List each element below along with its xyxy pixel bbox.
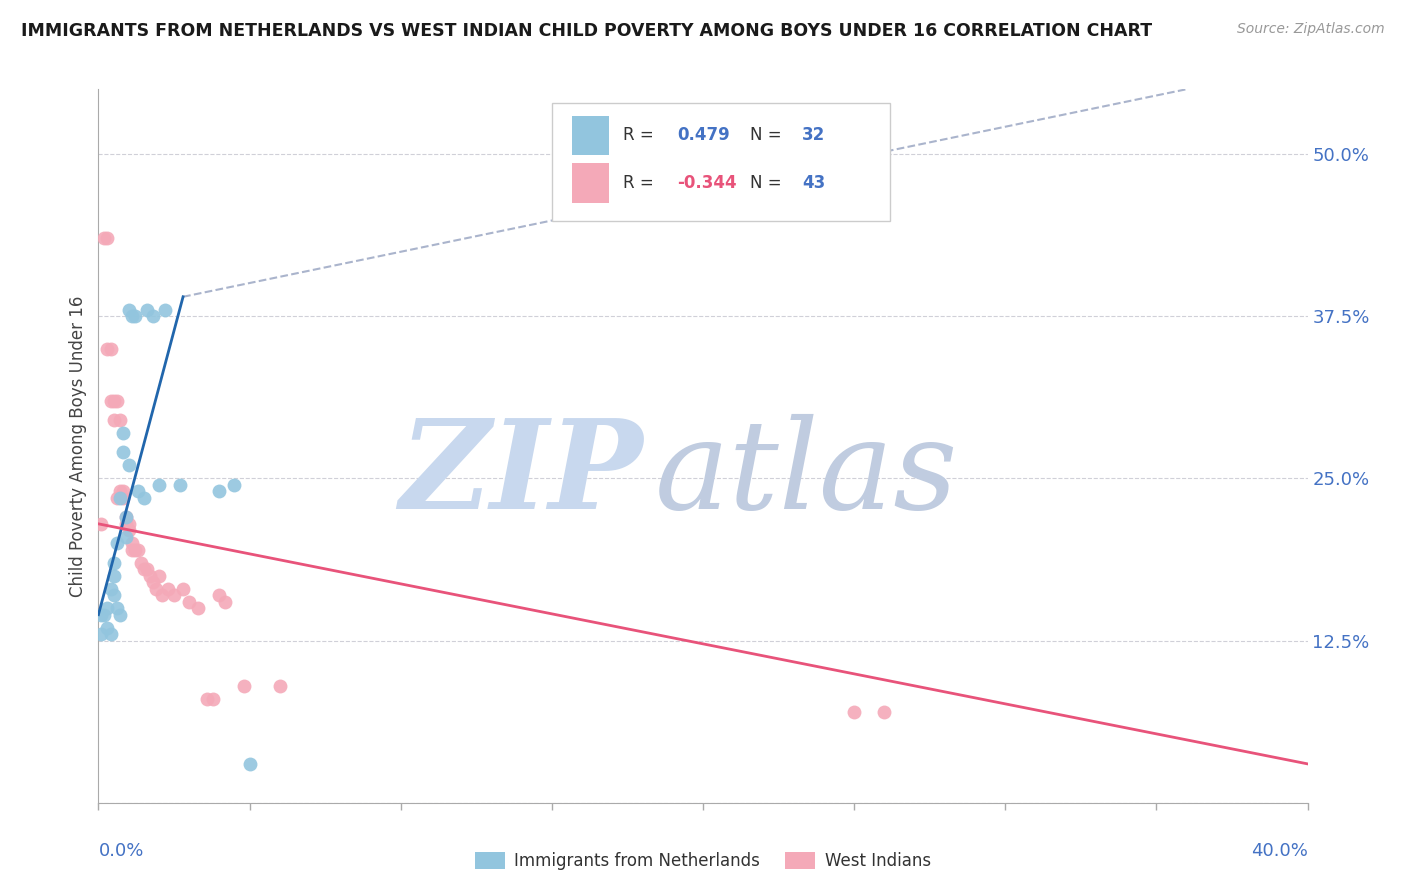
Point xyxy=(114,510,136,524)
FancyBboxPatch shape xyxy=(572,116,609,155)
Point xyxy=(96,231,118,245)
Point xyxy=(269,679,291,693)
Point xyxy=(114,530,136,544)
Point xyxy=(214,595,236,609)
Point xyxy=(108,413,131,427)
Point xyxy=(100,342,122,356)
FancyBboxPatch shape xyxy=(551,103,890,221)
Point xyxy=(132,562,155,576)
Point xyxy=(118,302,141,317)
Point xyxy=(100,582,122,596)
Point xyxy=(108,484,131,499)
Point xyxy=(96,601,118,615)
Point xyxy=(93,607,115,622)
Text: atlas: atlas xyxy=(655,414,957,535)
Text: -0.344: -0.344 xyxy=(678,174,737,192)
Point xyxy=(96,342,118,356)
Point xyxy=(121,310,143,324)
Point xyxy=(150,588,173,602)
Point xyxy=(103,413,125,427)
Point xyxy=(153,302,176,317)
Point xyxy=(90,516,112,531)
Point xyxy=(873,705,896,719)
Text: 40.0%: 40.0% xyxy=(1251,842,1308,860)
Text: R =: R = xyxy=(623,174,659,192)
Point xyxy=(105,601,128,615)
Text: 0.0%: 0.0% xyxy=(98,842,143,860)
Point xyxy=(108,607,131,622)
Point xyxy=(195,692,218,706)
Text: ZIP: ZIP xyxy=(399,414,643,535)
Point xyxy=(100,627,122,641)
Point xyxy=(118,516,141,531)
Y-axis label: Child Poverty Among Boys Under 16: Child Poverty Among Boys Under 16 xyxy=(69,295,87,597)
Point xyxy=(118,524,141,538)
Point xyxy=(127,484,149,499)
Point xyxy=(844,705,866,719)
Point xyxy=(111,425,134,440)
Point xyxy=(118,458,141,473)
Legend: Immigrants from Netherlands, West Indians: Immigrants from Netherlands, West Indian… xyxy=(468,845,938,877)
Point xyxy=(121,542,143,557)
Text: 43: 43 xyxy=(803,174,825,192)
Point xyxy=(239,756,262,771)
Point xyxy=(93,231,115,245)
Point xyxy=(187,601,209,615)
Text: 32: 32 xyxy=(803,127,825,145)
Point xyxy=(208,588,231,602)
Text: N =: N = xyxy=(751,127,787,145)
Point xyxy=(135,562,157,576)
Point xyxy=(114,510,136,524)
Point xyxy=(121,536,143,550)
Text: N =: N = xyxy=(751,174,787,192)
Point xyxy=(148,568,170,582)
FancyBboxPatch shape xyxy=(572,163,609,202)
Point xyxy=(103,393,125,408)
Point xyxy=(145,582,167,596)
Point xyxy=(105,491,128,505)
Point xyxy=(156,582,179,596)
Text: Source: ZipAtlas.com: Source: ZipAtlas.com xyxy=(1237,22,1385,37)
Point xyxy=(148,478,170,492)
Text: IMMIGRANTS FROM NETHERLANDS VS WEST INDIAN CHILD POVERTY AMONG BOYS UNDER 16 COR: IMMIGRANTS FROM NETHERLANDS VS WEST INDI… xyxy=(21,22,1152,40)
Point xyxy=(129,556,152,570)
Text: 0.479: 0.479 xyxy=(678,127,730,145)
Point xyxy=(103,588,125,602)
Point xyxy=(169,478,191,492)
Point xyxy=(135,302,157,317)
Point xyxy=(103,556,125,570)
Point xyxy=(111,484,134,499)
Point xyxy=(172,582,194,596)
Point xyxy=(224,478,246,492)
Point xyxy=(108,491,131,505)
Point xyxy=(90,607,112,622)
Point xyxy=(139,568,162,582)
Point xyxy=(208,484,231,499)
Point xyxy=(105,536,128,550)
Point xyxy=(124,310,146,324)
Point xyxy=(232,679,254,693)
Point xyxy=(103,568,125,582)
Point xyxy=(105,393,128,408)
Point xyxy=(96,621,118,635)
Point xyxy=(111,491,134,505)
Point xyxy=(124,542,146,557)
Point xyxy=(127,542,149,557)
Point xyxy=(90,627,112,641)
Point xyxy=(202,692,225,706)
Point xyxy=(114,516,136,531)
Point xyxy=(142,310,165,324)
Point xyxy=(142,575,165,590)
Point xyxy=(100,393,122,408)
Point xyxy=(163,588,186,602)
Point xyxy=(111,445,134,459)
Point xyxy=(177,595,201,609)
Point xyxy=(132,491,155,505)
Text: R =: R = xyxy=(623,127,659,145)
